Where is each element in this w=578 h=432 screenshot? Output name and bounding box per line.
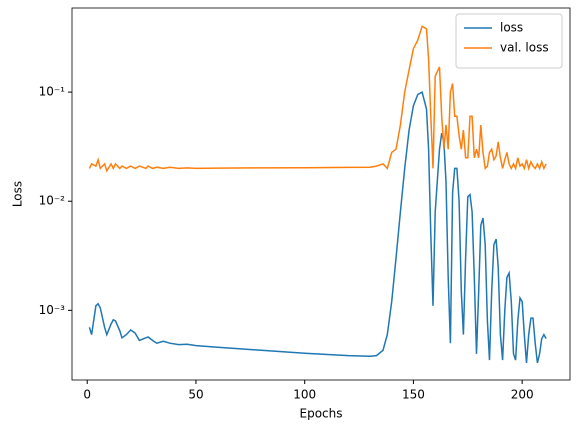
legend-label: loss xyxy=(500,21,523,35)
legend-label: val. loss xyxy=(500,41,549,55)
x-tick-label: 0 xyxy=(83,388,91,402)
plot-frame xyxy=(71,7,571,381)
data-line xyxy=(88,90,547,364)
y-tick-label: 10⁻¹ xyxy=(39,85,66,99)
x-tick-label: 150 xyxy=(402,388,425,402)
y-tick-label: 10⁻³ xyxy=(39,303,66,317)
x-tick-label: 200 xyxy=(511,388,534,402)
y-axis-label: Loss xyxy=(11,181,25,207)
y-tick-label: 10⁻² xyxy=(39,194,66,208)
x-axis-label: Epochs xyxy=(300,407,343,421)
data-line xyxy=(88,25,547,173)
x-tick-label: 50 xyxy=(188,388,203,402)
x-tick-label: 100 xyxy=(293,388,316,402)
